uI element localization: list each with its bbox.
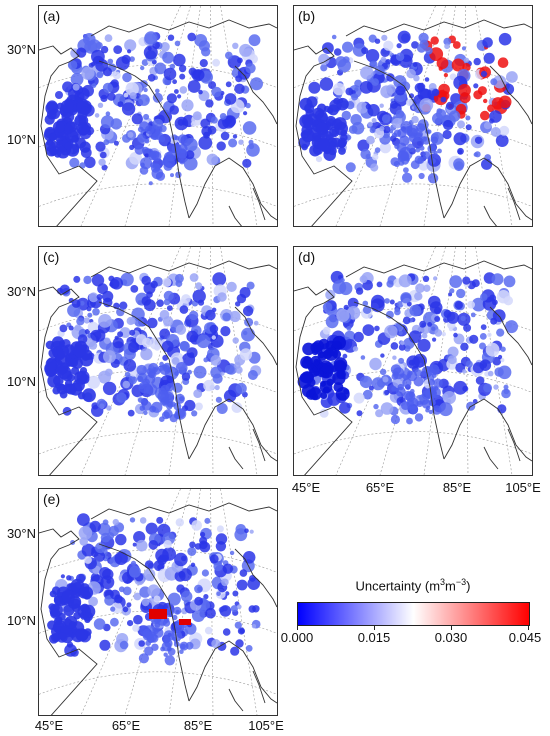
panel-label-e: (e) bbox=[43, 491, 61, 507]
colorbar-tick-2: 0.030 bbox=[434, 630, 468, 645]
lon-label-45e-e: 45°E bbox=[34, 718, 64, 733]
map-canvas-c bbox=[39, 247, 277, 475]
colorbar-tick-0: 0.000 bbox=[280, 630, 314, 645]
lon-label-65e-e: 65°E bbox=[111, 718, 141, 733]
colorbar-title-mid: m bbox=[445, 578, 456, 594]
map-panel-b: (b) bbox=[293, 5, 533, 227]
colorbar-title-sup2: −3 bbox=[455, 577, 467, 587]
lon-label-45e-d: 45°E bbox=[291, 480, 321, 495]
colorbar-tick-3: 0.045 bbox=[508, 630, 542, 645]
panel-label-d: (d) bbox=[298, 249, 316, 265]
colorbar-tick-1: 0.015 bbox=[357, 630, 391, 645]
colorbar-tickmark-2 bbox=[451, 625, 452, 630]
colorbar-title-end: ) bbox=[466, 578, 471, 594]
colorbar-gradient bbox=[297, 602, 530, 626]
lat-label-30n-a: 30°N bbox=[6, 42, 36, 57]
colorbar-tickmark-1 bbox=[374, 625, 375, 630]
map-panel-e: (e) bbox=[38, 488, 278, 716]
colorbar-title: Uncertainty (m3m−3) bbox=[293, 577, 533, 593]
map-canvas-d bbox=[294, 247, 532, 475]
panel-label-b: (b) bbox=[298, 8, 316, 24]
map-canvas-a bbox=[39, 6, 277, 226]
map-panel-d: (d) bbox=[293, 246, 533, 476]
colorbar-title-sup1: 3 bbox=[440, 577, 446, 587]
lat-label-10n-e: 10°N bbox=[6, 613, 36, 628]
colorbar-tickmark-3 bbox=[528, 625, 529, 630]
lon-label-85e-d: 85°E bbox=[442, 480, 472, 495]
colorbar-tickmark-0 bbox=[297, 625, 298, 630]
lat-label-10n-a: 10°N bbox=[6, 132, 36, 147]
lon-label-105e-d: 105°E bbox=[505, 480, 541, 495]
lon-label-85e-e: 85°E bbox=[183, 718, 213, 733]
panel-label-c: (c) bbox=[43, 249, 60, 265]
panel-label-a: (a) bbox=[43, 8, 61, 24]
map-panel-a: (a) bbox=[38, 5, 278, 227]
lat-label-30n-e: 30°N bbox=[6, 526, 36, 541]
map-canvas-e bbox=[39, 489, 277, 715]
map-canvas-b bbox=[294, 6, 532, 226]
lat-label-10n-c: 10°N bbox=[6, 374, 36, 389]
colorbar-title-main: Uncertainty (m bbox=[355, 578, 441, 594]
lon-label-105e-e: 105°E bbox=[248, 718, 284, 733]
lon-label-65e-d: 65°E bbox=[365, 480, 395, 495]
map-panel-c: (c) bbox=[38, 246, 278, 476]
lat-label-30n-c: 30°N bbox=[6, 284, 36, 299]
